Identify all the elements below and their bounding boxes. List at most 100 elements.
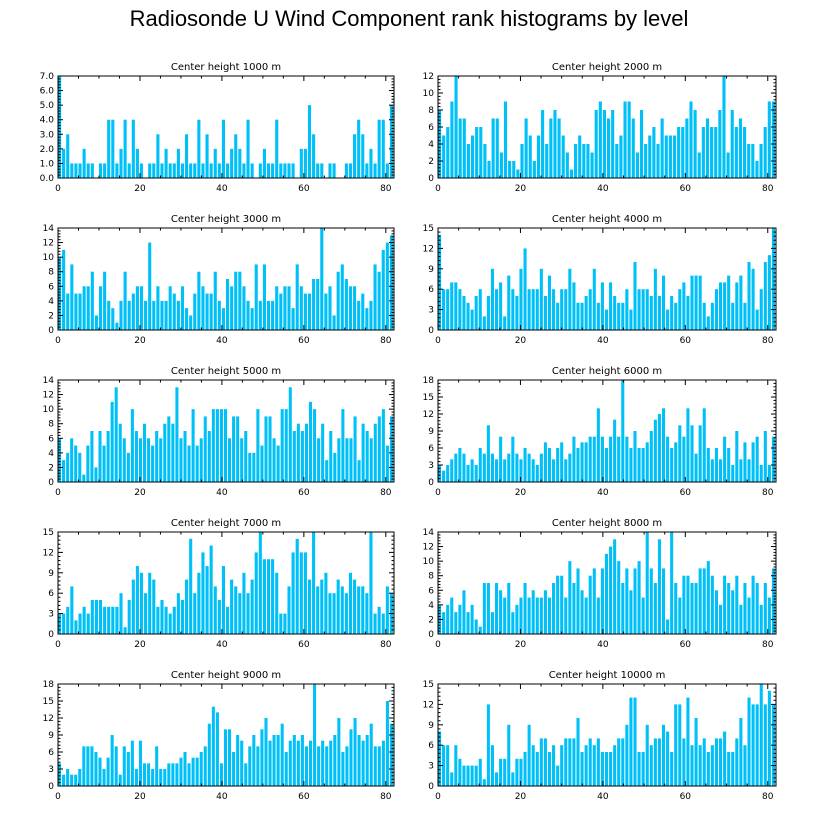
bar (295, 538, 299, 634)
bar (78, 293, 82, 330)
bar (454, 612, 458, 634)
bar (127, 600, 131, 634)
bar (747, 697, 751, 786)
bar (739, 459, 743, 482)
bar (702, 738, 706, 786)
bar (321, 423, 325, 482)
bar (645, 724, 649, 786)
bar (167, 416, 171, 482)
bar (287, 286, 291, 330)
bar (90, 431, 94, 482)
bar (385, 701, 389, 786)
bar (751, 704, 755, 786)
bar (482, 316, 486, 330)
bar (283, 613, 287, 634)
y-tick-label: 4 (48, 297, 54, 307)
bar (70, 774, 74, 786)
bar (114, 387, 118, 482)
bar (325, 746, 329, 786)
bar (495, 583, 499, 634)
bar (242, 572, 246, 634)
bar (333, 452, 337, 482)
y-tick-label: 0 (48, 326, 54, 336)
bar (332, 163, 336, 178)
bar (730, 110, 734, 178)
bar (470, 135, 475, 178)
bar (180, 286, 185, 330)
x-tick-label: 60 (680, 336, 692, 346)
bar (94, 600, 98, 634)
bar (238, 148, 242, 178)
bar (110, 401, 114, 482)
bar (545, 144, 549, 178)
bar (641, 289, 645, 330)
bar (138, 438, 143, 482)
bar (609, 546, 613, 634)
bar (266, 559, 271, 634)
bar (148, 242, 152, 330)
bar (495, 289, 499, 330)
bar (751, 144, 755, 178)
bar (226, 606, 230, 634)
bar (291, 308, 295, 330)
bar (155, 431, 159, 482)
bar (236, 416, 240, 482)
bar (653, 419, 657, 482)
bar (226, 279, 230, 330)
bar (706, 448, 710, 482)
bar (252, 452, 256, 482)
bar (215, 409, 219, 482)
bar (649, 745, 653, 786)
bar (512, 161, 516, 178)
bar (313, 684, 317, 786)
bar (66, 134, 70, 178)
bar (98, 757, 102, 786)
bar (619, 135, 623, 178)
bar (535, 465, 539, 482)
bar (735, 282, 739, 330)
bar (466, 302, 470, 330)
bar (682, 282, 686, 330)
bar (148, 572, 152, 634)
bar (175, 763, 179, 786)
bar (661, 724, 666, 786)
bar (664, 135, 668, 178)
bar (723, 575, 727, 634)
bar (98, 431, 102, 482)
bar (74, 445, 78, 482)
bar (694, 718, 698, 786)
bar (588, 575, 592, 634)
bar (78, 452, 82, 482)
bar (264, 718, 268, 786)
bar (523, 248, 527, 330)
bar (361, 134, 365, 178)
bar (644, 144, 648, 178)
bar (755, 161, 759, 178)
bar (771, 228, 775, 330)
bar (686, 575, 690, 634)
bar (582, 144, 586, 178)
bar (381, 613, 385, 634)
bar (442, 612, 446, 634)
bar (767, 597, 771, 634)
bar (694, 453, 698, 482)
bar (187, 763, 191, 786)
bar (94, 467, 98, 482)
bar (345, 746, 349, 786)
bar (118, 774, 122, 786)
bar (590, 152, 594, 178)
x-tick-label: 20 (134, 184, 146, 194)
bar (572, 583, 576, 634)
bar (308, 740, 313, 786)
y-tick-label: 4 (428, 140, 434, 150)
bar (195, 445, 199, 482)
bar (723, 436, 727, 482)
bar (466, 465, 470, 482)
bar (690, 745, 694, 786)
bar (446, 127, 450, 178)
panel-7: Center height 7000 m 0 20 40 60 80 0 3 6 9 12 15 (43, 518, 395, 650)
bar (341, 752, 345, 786)
bar (438, 465, 442, 482)
bar (62, 148, 66, 178)
bar (389, 416, 393, 482)
